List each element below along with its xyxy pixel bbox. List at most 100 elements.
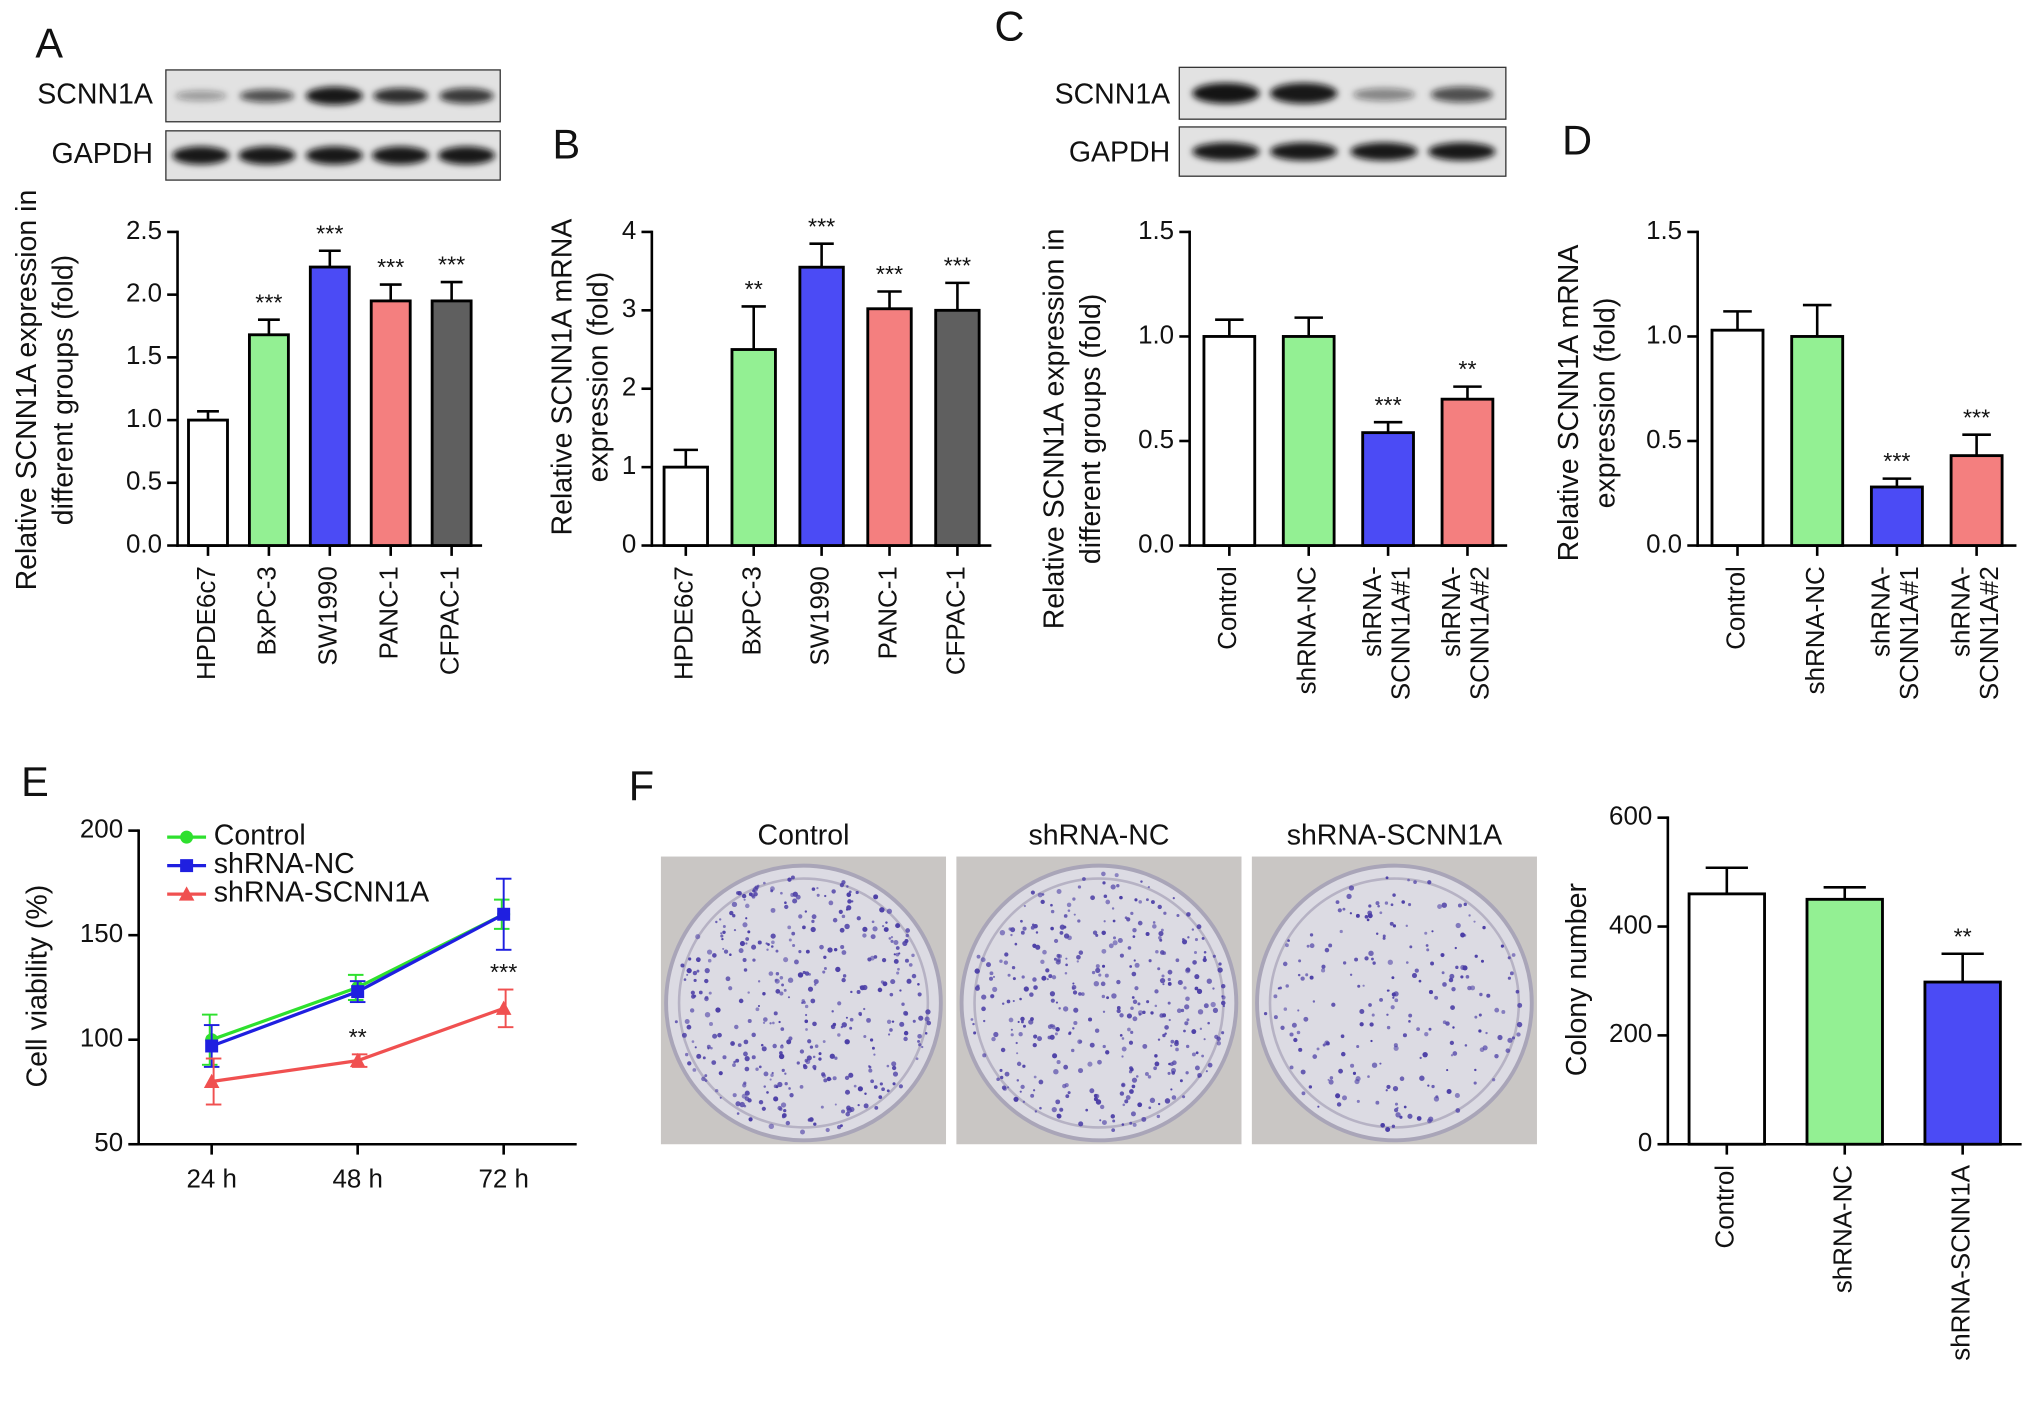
colony-dot (729, 910, 734, 916)
colony-dot (1203, 956, 1207, 959)
colony-dot (686, 1024, 692, 1030)
colony-dot (844, 923, 850, 930)
image-label: shRNA-SCNN1A (1287, 820, 1502, 852)
colony-dot (1473, 920, 1476, 923)
colony-dot (1170, 1039, 1175, 1044)
colony-dot (1137, 1002, 1141, 1006)
colony-dot (1012, 999, 1015, 1003)
colony-dot (1349, 912, 1353, 915)
colony-dot (1405, 924, 1408, 928)
colony-dot (832, 1076, 837, 1081)
colony-dot (810, 998, 816, 1004)
colony-dot (859, 985, 865, 991)
colony-dot (1053, 957, 1057, 961)
colony-dot (826, 1076, 832, 1082)
colony-dot (849, 1017, 854, 1022)
colony-dot (846, 1107, 853, 1113)
colony-dot (757, 940, 762, 945)
panel-label: F (629, 762, 654, 809)
colony-dot (1416, 1116, 1422, 1121)
significance-label: ** (745, 276, 763, 302)
colony-dot (1111, 1128, 1116, 1133)
legend-marker (180, 830, 194, 844)
colony-dot (745, 942, 748, 945)
colony-dot (878, 1095, 883, 1099)
colony-dot (694, 1046, 697, 1049)
blot-label: SCNN1A (1055, 78, 1171, 110)
colony-dot (1335, 1093, 1341, 1099)
dish (959, 863, 1239, 1143)
colony-dot (781, 983, 784, 987)
colony-dot (738, 998, 744, 1004)
colony-dot (880, 980, 885, 984)
colony-dot (835, 966, 841, 973)
colony-dot (1408, 1013, 1413, 1018)
colony-dot (701, 1076, 706, 1082)
colony-dot (1386, 1013, 1389, 1016)
colony-dot (1431, 1084, 1435, 1089)
colony-dot (1101, 871, 1106, 877)
y-tick-label: 4 (622, 217, 636, 245)
colony-dot (883, 927, 889, 933)
colony-dot (743, 1051, 748, 1057)
colony-dot (810, 926, 816, 933)
y-tick-label: 50 (94, 1129, 123, 1157)
colony-dot (801, 1001, 804, 1004)
colony-dot (751, 895, 756, 899)
colony-dot (1321, 964, 1326, 969)
colony-dot (787, 925, 792, 930)
colony-dot (1194, 974, 1200, 980)
colony-dot (729, 953, 732, 956)
colony-dot (781, 1113, 787, 1118)
colony-dot (1167, 969, 1173, 975)
colony-dot (772, 1021, 775, 1025)
colony-dot (989, 971, 994, 976)
colony-dot (802, 925, 806, 930)
colony-dot (1442, 1020, 1447, 1025)
colony-dot (893, 940, 899, 945)
colony-dot (1040, 959, 1045, 964)
colony-dot (1407, 878, 1410, 882)
colony-dot (773, 1084, 778, 1089)
colony-dot (1072, 897, 1076, 901)
colony-dot (1038, 1079, 1044, 1085)
colony-dot (784, 901, 787, 905)
bar (187, 418, 229, 547)
colony-dot (1449, 1040, 1455, 1045)
colony-dot (1077, 1039, 1083, 1045)
colony-dot (1111, 993, 1117, 999)
colony-dot (1000, 1047, 1006, 1053)
colony-dot (784, 904, 789, 910)
colony-dot (728, 986, 733, 991)
colony-dot (1329, 1076, 1334, 1080)
colony-dot (739, 941, 746, 947)
colony-dot (981, 1006, 986, 1012)
colony-dot (798, 950, 802, 954)
colony-dot (1164, 1098, 1171, 1104)
colony-dot (1207, 1021, 1210, 1025)
colony-dot (1116, 1005, 1121, 1010)
colony-dot (1021, 975, 1025, 979)
colony-dot (856, 916, 861, 921)
colony-dot (1336, 1102, 1342, 1107)
colony-dot (1460, 932, 1466, 938)
significance-label: *** (808, 213, 835, 239)
colony-dot (1455, 922, 1461, 929)
colony-dot (1065, 1094, 1070, 1099)
y-tick-label: 0.0 (126, 530, 162, 558)
colony-dot (1131, 1077, 1138, 1083)
colony-dot (901, 1002, 905, 1006)
colony-dot (1065, 957, 1068, 960)
colony-dot (1135, 1075, 1139, 1078)
x-tick-label: shRNA-SCNN1A (1948, 1164, 1976, 1360)
colony-dot (766, 948, 769, 951)
colony-dot (844, 1089, 851, 1095)
colony-dot (1157, 1038, 1161, 1041)
colony-dot (1342, 907, 1346, 911)
colony-dot (1368, 950, 1374, 957)
colony-dot (1291, 1022, 1297, 1028)
colony-dot (1154, 989, 1159, 994)
colony-dot (1273, 994, 1278, 999)
colony-dot (1163, 911, 1167, 915)
x-tick-label: shRNA-NC (1830, 1165, 1858, 1293)
